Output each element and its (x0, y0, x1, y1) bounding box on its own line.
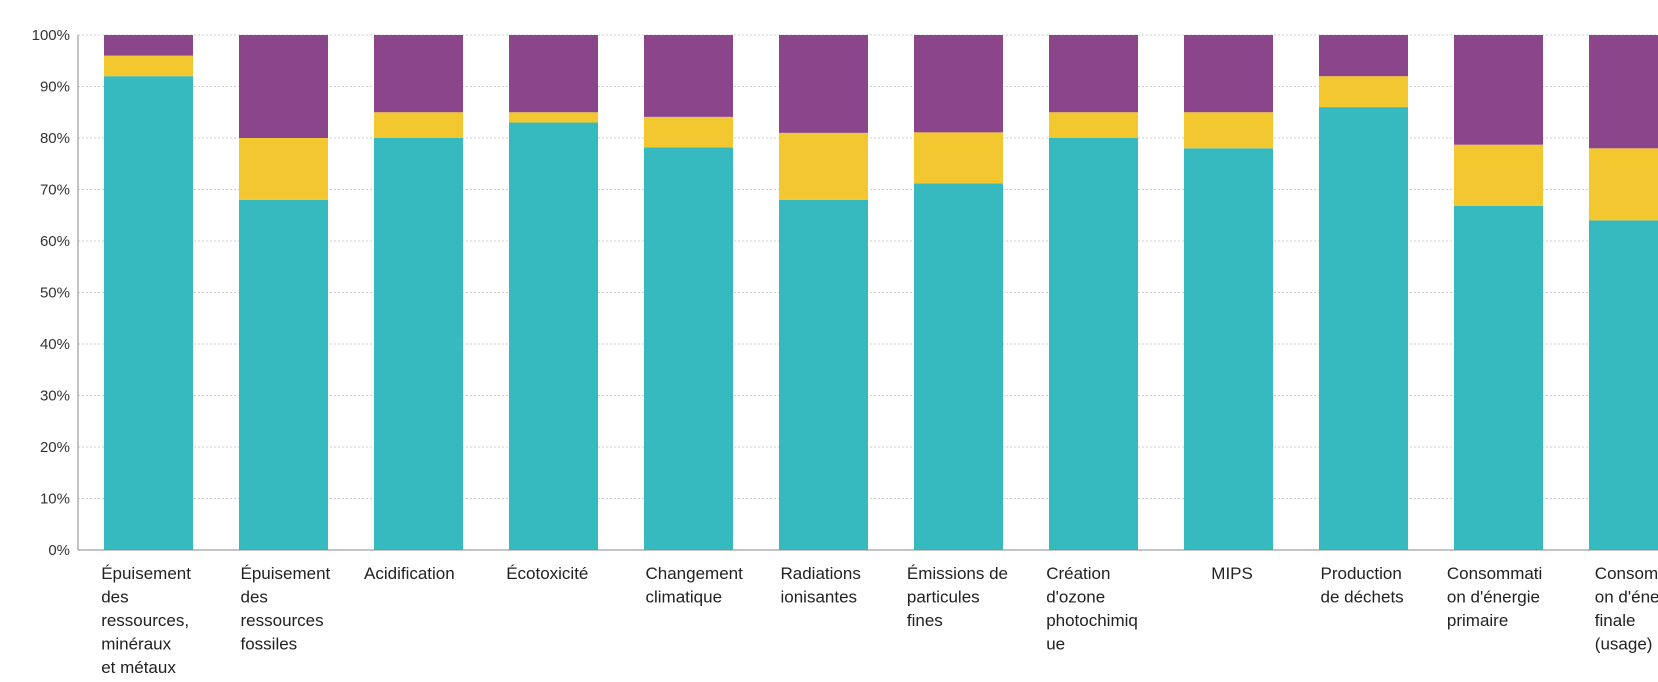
bar-segment-1 (1049, 138, 1138, 550)
x-tick-label: Consommati on d'énergie primaire (1447, 564, 1542, 630)
bar-segment-1 (239, 199, 328, 551)
bar-segment-3 (914, 35, 1003, 133)
bar-segment-3 (374, 35, 463, 113)
y-tick-label: 30% (40, 388, 70, 405)
bar-segment-2 (374, 112, 463, 138)
x-tick-label: MIPS (1211, 564, 1253, 583)
bar-segment-2 (104, 55, 193, 77)
x-tick-label: Émissions de particules fines (907, 564, 1008, 630)
bar-segment-1 (644, 147, 733, 550)
y-tick-label: 60% (40, 233, 70, 250)
y-tick-label: 20% (40, 439, 70, 456)
y-axis: 0% 10% 20% 30% 40% 50% 60% 70% 80% 90% 100% (32, 27, 79, 559)
y-tick-label: 50% (40, 285, 70, 302)
bar-segment-3 (779, 35, 868, 133)
bar-segment-1 (914, 183, 1003, 550)
bar-segment-2 (779, 132, 868, 200)
bar-segment-2 (1454, 144, 1543, 206)
bars (104, 35, 1658, 551)
x-tick-label: Acidification (364, 564, 455, 583)
bar-segment-2 (644, 116, 733, 148)
bar-segment-2 (1049, 112, 1138, 138)
y-tick-label: 70% (40, 182, 70, 199)
bar-segment-2 (914, 132, 1003, 184)
bar-segment-3 (1184, 35, 1273, 113)
bar-segment-3 (104, 35, 193, 56)
y-tick-label: 80% (40, 130, 70, 147)
x-tick-label: Consommaon d'énerfinale(usage) (1595, 564, 1658, 654)
bar-segment-2 (1589, 148, 1658, 221)
bar-segment-1 (104, 76, 193, 550)
x-axis: Épuisement des ressources, minéraux et métau… (78, 549, 1658, 677)
y-tick-label: 100% (32, 27, 70, 44)
bar-segment-3 (1589, 35, 1658, 149)
bar-segment-3 (1454, 35, 1543, 145)
y-tick-label: 10% (40, 491, 70, 508)
x-tick-label: Épuisement des ressources fossiles (241, 564, 331, 654)
y-tick-label: 40% (40, 336, 70, 353)
bar-segment-2 (1184, 112, 1273, 149)
x-tick-label: Création d'ozone photochimiq ue (1046, 564, 1138, 654)
x-tick-label: Changement climatique (646, 564, 744, 607)
y-tick-label: 0% (48, 542, 70, 559)
bar-segment-1 (374, 138, 463, 550)
x-tick-label: Production de déchets (1321, 564, 1404, 607)
bar-segment-2 (239, 138, 328, 200)
x-tick-label: Radiations ionisantes (781, 564, 861, 607)
bar-segment-2 (1319, 76, 1408, 108)
bar-segment-3 (1319, 35, 1408, 77)
bar-segment-1 (1319, 107, 1408, 550)
bar-segment-1 (1454, 205, 1543, 551)
bar-segment-3 (1049, 35, 1138, 113)
bar-segment-1 (1589, 220, 1658, 550)
x-tick-label: Écotoxicité (506, 564, 588, 583)
x-tick-label: Épuisement des ressources, minéraux et métau… (101, 564, 191, 677)
bar-segment-1 (779, 199, 868, 551)
bar-segment-1 (509, 122, 598, 551)
bar-segment-3 (509, 35, 598, 113)
bar-segment-2 (509, 112, 598, 123)
bar-segment-1 (1184, 148, 1273, 551)
bar-segment-3 (644, 35, 733, 117)
bar-segment-3 (239, 35, 328, 138)
y-tick-label: 90% (40, 79, 70, 96)
